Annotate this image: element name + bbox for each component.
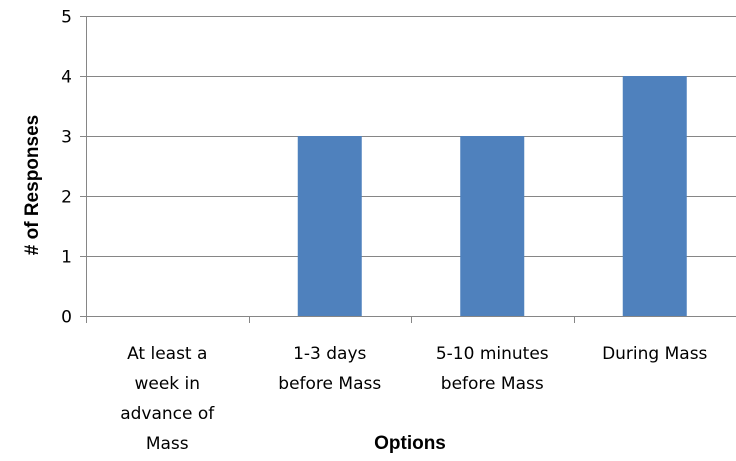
x-category-label-line: At least a [127, 344, 207, 364]
x-category-label-line: before Mass [278, 374, 381, 394]
x-category-label: 1-3 days before Mass [278, 344, 381, 394]
y-tick-label: 2 [61, 188, 72, 208]
y-tick-label: 0 [61, 308, 72, 328]
bars [297, 76, 687, 316]
x-category-label: At least a week in advance of Mass [120, 344, 215, 454]
y-axis-title: # of Responses [22, 115, 43, 255]
x-category-label-line: 5-10 minutes [436, 344, 549, 364]
y-tick-labels: 0 1 2 3 4 5 [61, 8, 72, 328]
y-tick-label: 5 [61, 8, 72, 28]
bar [297, 136, 362, 316]
x-category-label-line: Mass [146, 434, 189, 454]
x-category-label-line: week in [134, 374, 200, 394]
x-category-label-line: advance of [120, 404, 215, 424]
x-category-label-line: before Mass [441, 374, 544, 394]
x-axis-title: Options [374, 433, 446, 454]
bar [622, 76, 687, 316]
y-tick-label: 4 [61, 68, 72, 88]
x-category-label: During Mass [602, 344, 707, 364]
x-category-label: 5-10 minutes before Mass [436, 344, 549, 394]
x-category-labels: At least a week in advance of Mass 1-3 days b… [120, 344, 707, 454]
bar [460, 136, 525, 316]
axes [80, 16, 736, 323]
y-tick-label: 1 [61, 248, 72, 268]
y-tick-label: 3 [61, 128, 72, 148]
x-category-label-line: During Mass [602, 344, 707, 364]
x-category-label-line: 1-3 days [293, 344, 366, 364]
